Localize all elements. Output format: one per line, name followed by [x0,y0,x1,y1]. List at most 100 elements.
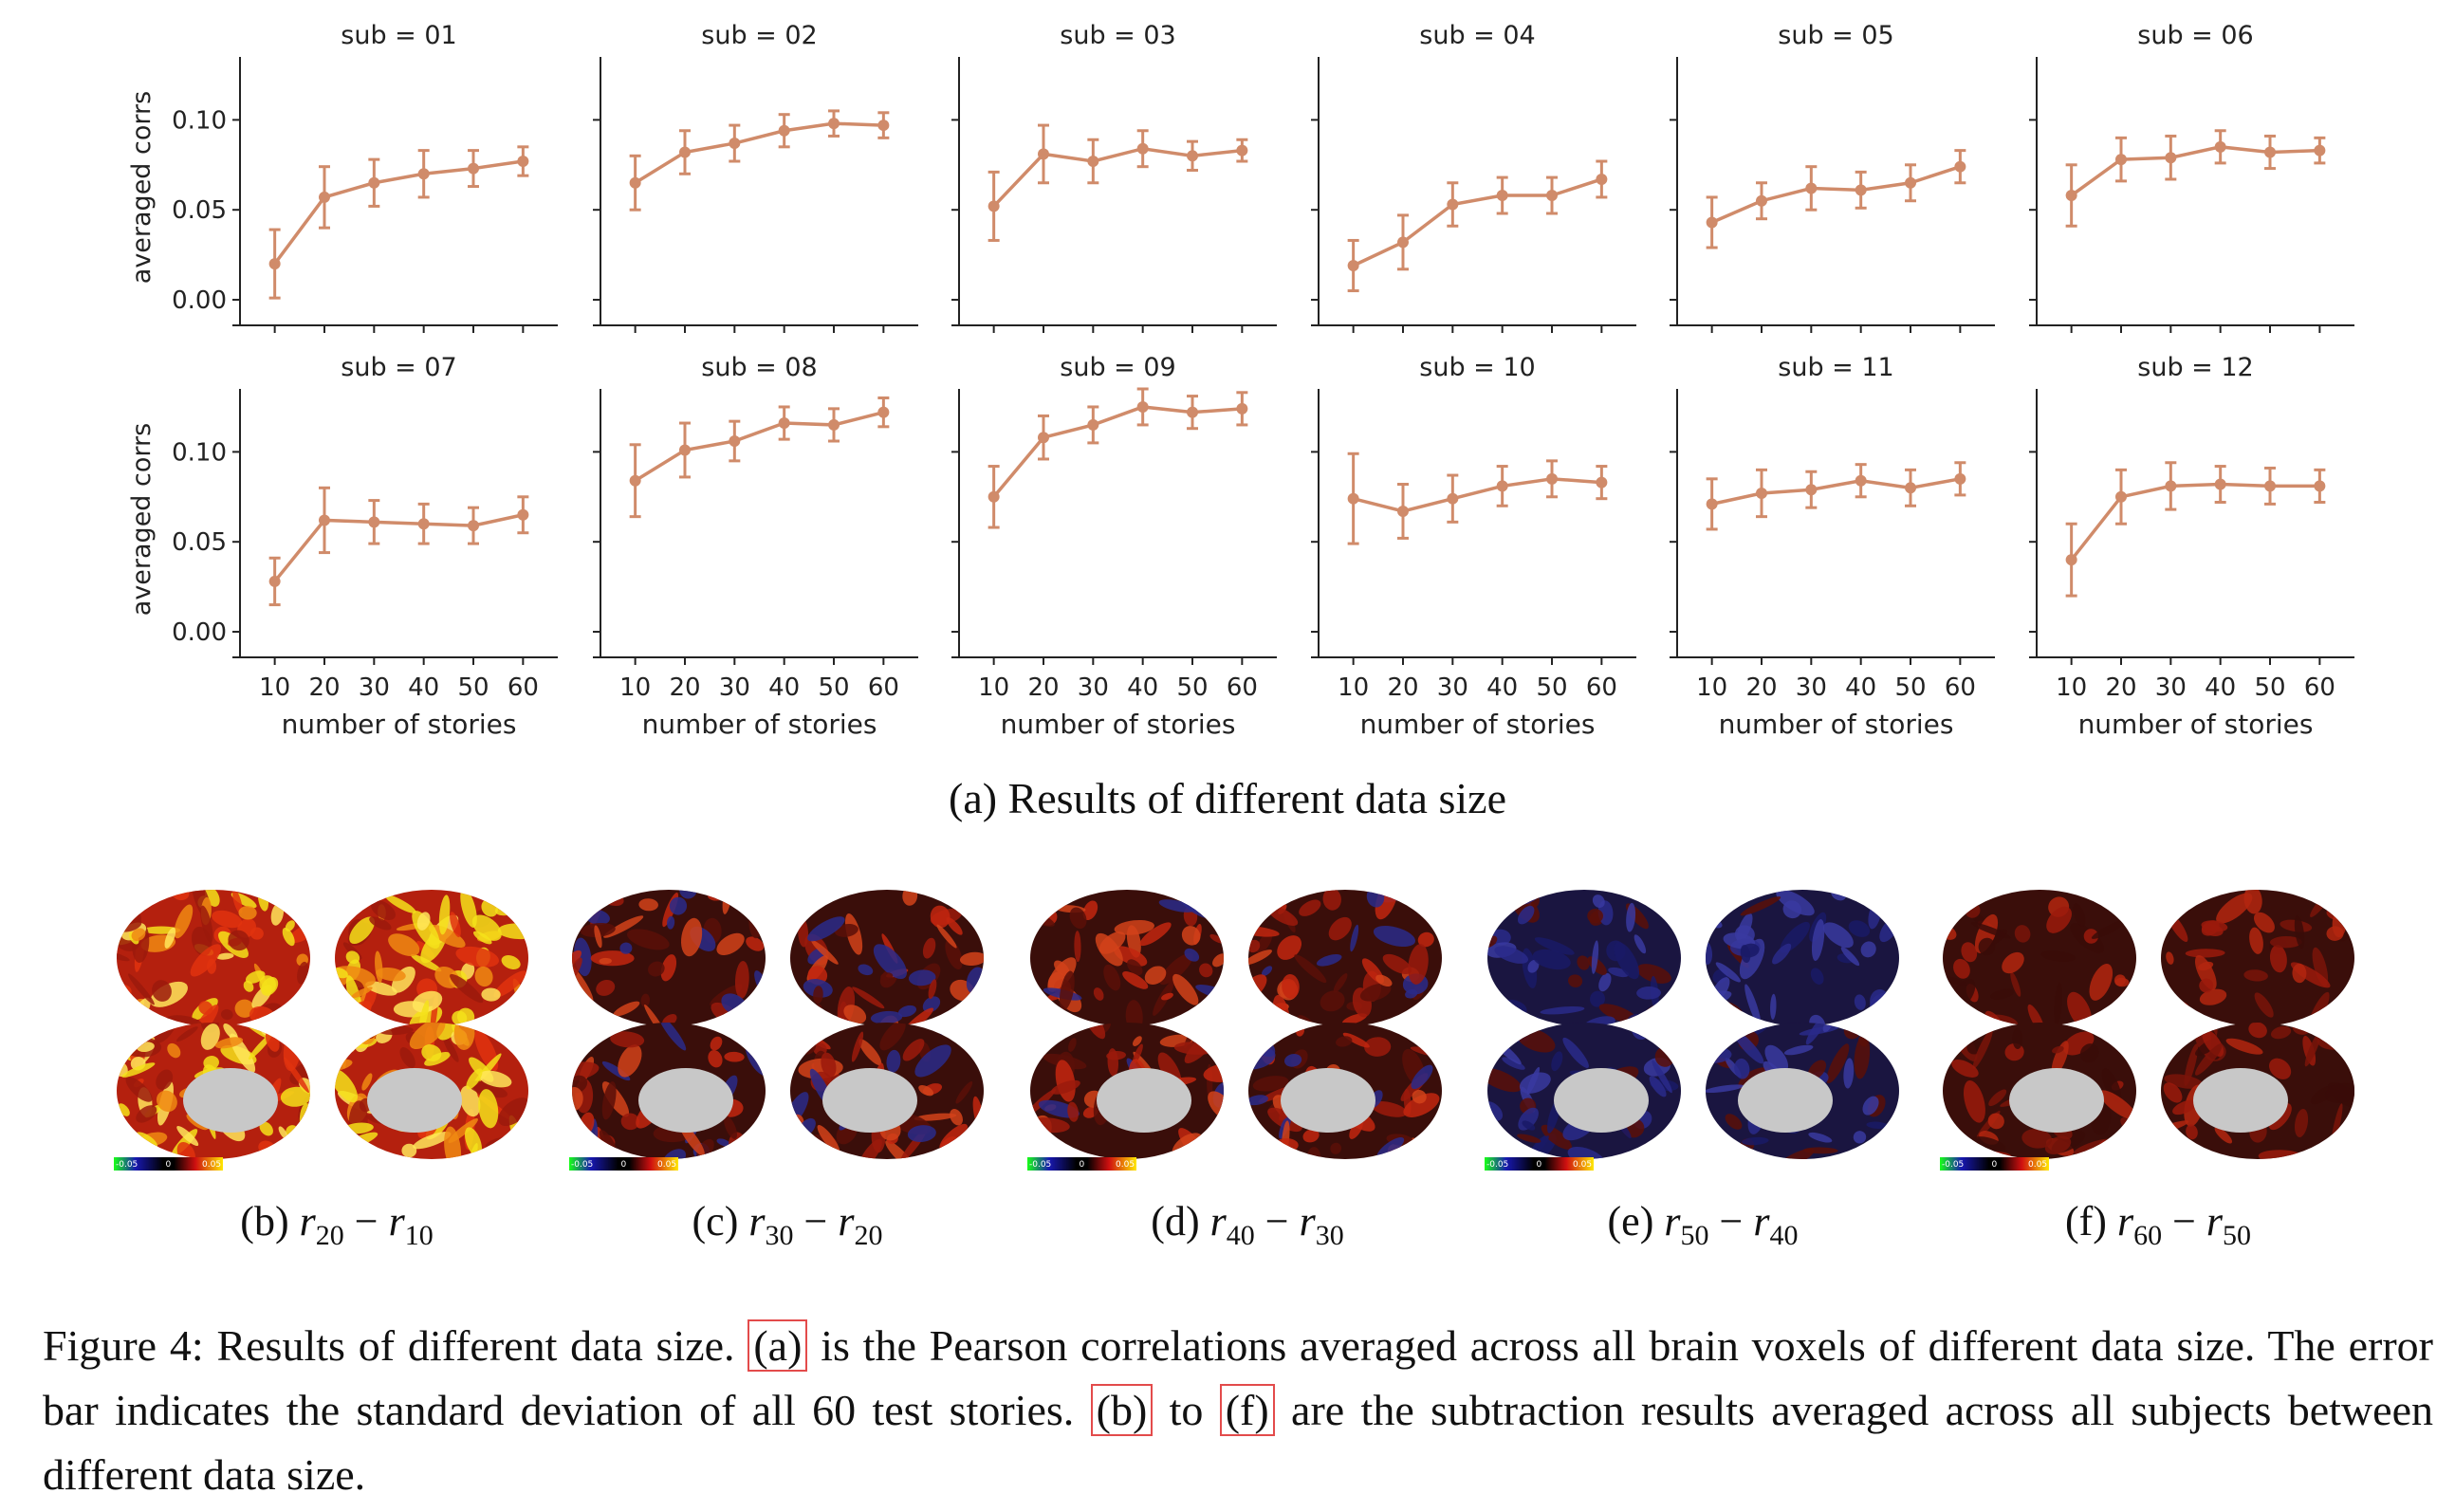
brain-map-label: (d) r40 − r30 [1020,1197,1475,1252]
x-tick-label: 50 [457,673,489,702]
colorbar-tick-label: -0.05 [1029,1160,1051,1170]
data-point [729,138,741,150]
data-point [2065,190,2077,202]
ref-a-link[interactable]: (a) [748,1319,808,1372]
y-axis-label: averaged corrs [127,91,157,284]
x-tick-label: 40 [408,673,439,702]
colorbar [1940,1157,2049,1171]
y-tick-label: 0.00 [172,286,227,315]
medial-wall [638,1068,733,1133]
minus-sign: − [2162,1198,2206,1245]
x-tick-label: 30 [2155,673,2187,702]
r-subscript: 30 [765,1219,794,1251]
data-point [1347,492,1359,505]
x-tick-label: 60 [1586,673,1617,702]
subplot-title: sub = 02 [701,21,817,50]
line-chart-grid: sub = 01 0.00 0.05 0.10 averaged corrs sub = … [127,21,2354,740]
x-tick-label: 10 [1696,673,1727,702]
data-point [2214,140,2226,153]
subplot-title: sub = 06 [2137,21,2253,50]
subplot-2: sub = 02 [593,21,918,333]
data-point [2314,144,2326,157]
medial-wall [183,1068,278,1133]
data-point [1855,184,1867,196]
ref-b-link[interactable]: (b) [1090,1384,1154,1436]
data-point [2264,480,2277,492]
subfigure-letter: (c) [692,1198,749,1245]
data-point [1954,472,1966,485]
data-point [1347,260,1359,271]
colorbar [1027,1157,1136,1171]
x-axis-label: number of stories [642,709,877,740]
data-point [1755,488,1767,499]
data-point [2165,152,2177,164]
data-point [1447,198,1459,211]
y-tick-label: 0.00 [172,618,227,647]
series-line [2070,145,2320,197]
r-subscript: 30 [1315,1219,1344,1251]
x-tick-label: 20 [2105,673,2136,702]
subplot-title: sub = 09 [1060,353,1175,382]
data-point [2264,146,2277,158]
colorbar-tick-label: 0 [621,1160,627,1170]
data-point [318,514,330,526]
data-point [2214,478,2226,490]
data-point [2165,480,2177,492]
x-tick-label: 10 [2056,673,2087,702]
data-point [2114,490,2127,503]
data-point [1706,498,1718,510]
minus-sign: − [343,1198,389,1245]
x-tick-label: 10 [619,673,651,702]
data-point [1187,150,1199,162]
subplot-9: sub = 09 10 20 30 40 50 60 number of stories [951,353,1277,740]
medial-wall [1281,1068,1375,1133]
data-point [1236,402,1248,415]
colorbar-tick-label: 0 [1992,1160,1998,1170]
data-point [629,474,641,487]
colorbar-tick-label: 0.05 [202,1160,221,1170]
y-tick-label: 0.05 [172,196,227,225]
data-point [1136,400,1149,413]
x-tick-label: 10 [259,673,290,702]
brain-surface-image: -0.05 0 0.05 [1027,890,1442,1171]
data-point [517,156,529,167]
subplot-title: sub = 01 [341,21,456,50]
subplot-3: sub = 03 [951,21,1277,333]
subfigure-letter: (b) [240,1198,300,1245]
x-tick-label: 20 [1027,673,1059,702]
subplot-title: sub = 04 [1419,21,1535,50]
data-point [368,516,380,528]
medial-wall [1738,1068,1833,1133]
ref-f-link[interactable]: (f) [1219,1384,1275,1436]
x-tick-label: 40 [1127,673,1158,702]
data-point [1546,472,1559,485]
data-point [678,146,691,158]
data-point [828,418,840,431]
data-point [1396,236,1409,249]
subplot-title: sub = 03 [1060,21,1175,50]
data-point [1855,474,1867,487]
x-tick-label: 30 [1437,673,1468,702]
r-symbol: r [1753,1198,1770,1245]
brain-map-label: (c) r30 − r20 [560,1197,1015,1252]
data-point [988,200,1000,212]
data-point [1805,182,1818,194]
subplot-title: sub = 10 [1419,353,1535,382]
data-point [468,162,480,175]
r-symbol: r [388,1198,405,1245]
x-tick-label: 30 [1796,673,1827,702]
x-axis-label: number of stories [1001,709,1236,740]
x-axis-label: number of stories [1719,709,1954,740]
colorbar-tick-label: -0.05 [1486,1160,1508,1170]
data-point [877,120,890,132]
data-point [368,176,380,189]
subplot-5: sub = 05 [1670,21,1995,333]
data-point [1187,406,1199,418]
colorbar-tick-label: 0.05 [657,1160,676,1170]
x-tick-label: 20 [1745,673,1777,702]
caption-part4: are the subtraction results averaged acr… [43,1386,2433,1499]
brain-map-panel: -0.05 0 0.05 [1485,882,1911,1186]
data-point [517,508,529,521]
y-tick-label: 0.10 [172,438,227,467]
r-subscript: 60 [2133,1219,2163,1251]
